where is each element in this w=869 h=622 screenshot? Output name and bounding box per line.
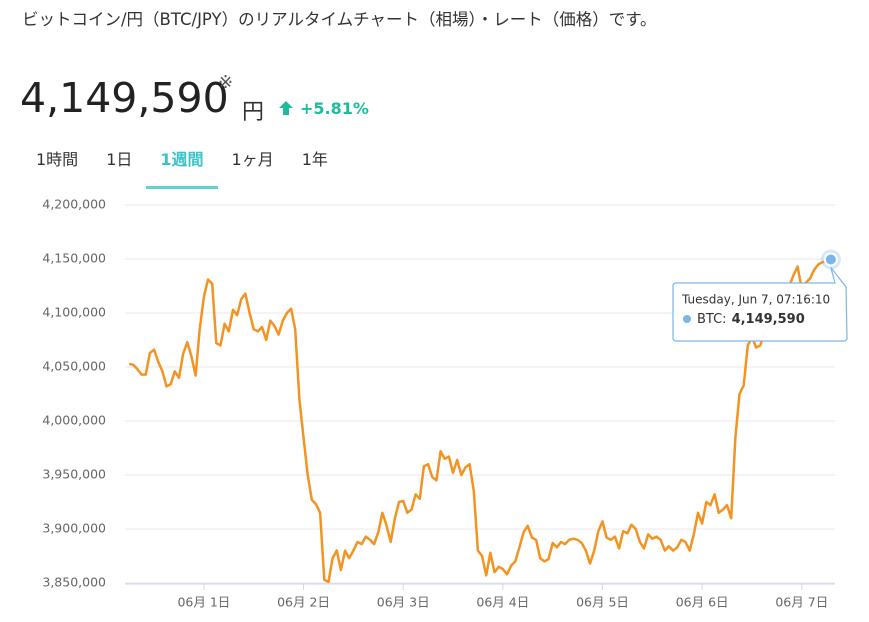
y-tick-label: 3,900,000 [42,521,106,536]
tooltip-row: BTC: 4,149,590 [697,312,805,327]
tooltip-value: 4,149,590 [732,312,805,327]
x-tick-label: 06月 4日 [476,595,529,610]
tab[interactable]: 1週間 [146,146,218,189]
tab[interactable]: 1時間 [36,150,79,169]
y-tick-label: 4,050,000 [42,359,106,374]
x-tick-label: 06月 7日 [775,595,828,610]
change: +5.81% [278,99,369,118]
description: ビットコイン/円（BTC/JPY）のリアルタイムチャート（相場）・レート（価格）… [22,10,657,29]
x-tick-label: 06月 3日 [377,595,430,610]
tooltip-title: Tuesday, Jun 7, 07:16:10 [681,293,830,307]
y-tick-label: 3,950,000 [42,467,106,482]
tooltip: Tuesday, Jun 7, 07:16:10 BTC: 4,149,590 [672,267,848,342]
tooltip-box [672,267,848,342]
up-arrow [279,101,293,115]
tooltip-label: BTC: [697,312,727,327]
y-tick-label: 3,850,000 [42,575,106,590]
tab[interactable]: 1年 [301,150,328,169]
price: 4,149,590 [20,74,229,122]
tooltip-dot [683,315,691,323]
price-note: ※ [218,72,234,93]
x-tick-label: 06月 5日 [576,595,629,610]
x-tick-label: 06月 6日 [676,595,729,610]
x-tick-label: 06月 2日 [277,595,330,610]
hover-point [823,252,838,267]
tab[interactable]: 1日 [106,150,133,169]
tabs: 1時間 1日 1週間 1ヶ月 1年 [22,146,342,189]
y-tick-label: 4,100,000 [42,305,106,320]
tab[interactable]: 1ヶ月 [231,150,274,169]
unit: 円 [242,100,265,125]
change-value: +5.81% [300,99,369,118]
y-tick-label: 4,200,000 [42,197,106,212]
y-tick-label: 4,150,000 [42,251,106,266]
x-tick-label: 06月 1日 [177,595,230,610]
y-tick-label: 4,000,000 [42,413,106,428]
price-line [128,258,832,584]
